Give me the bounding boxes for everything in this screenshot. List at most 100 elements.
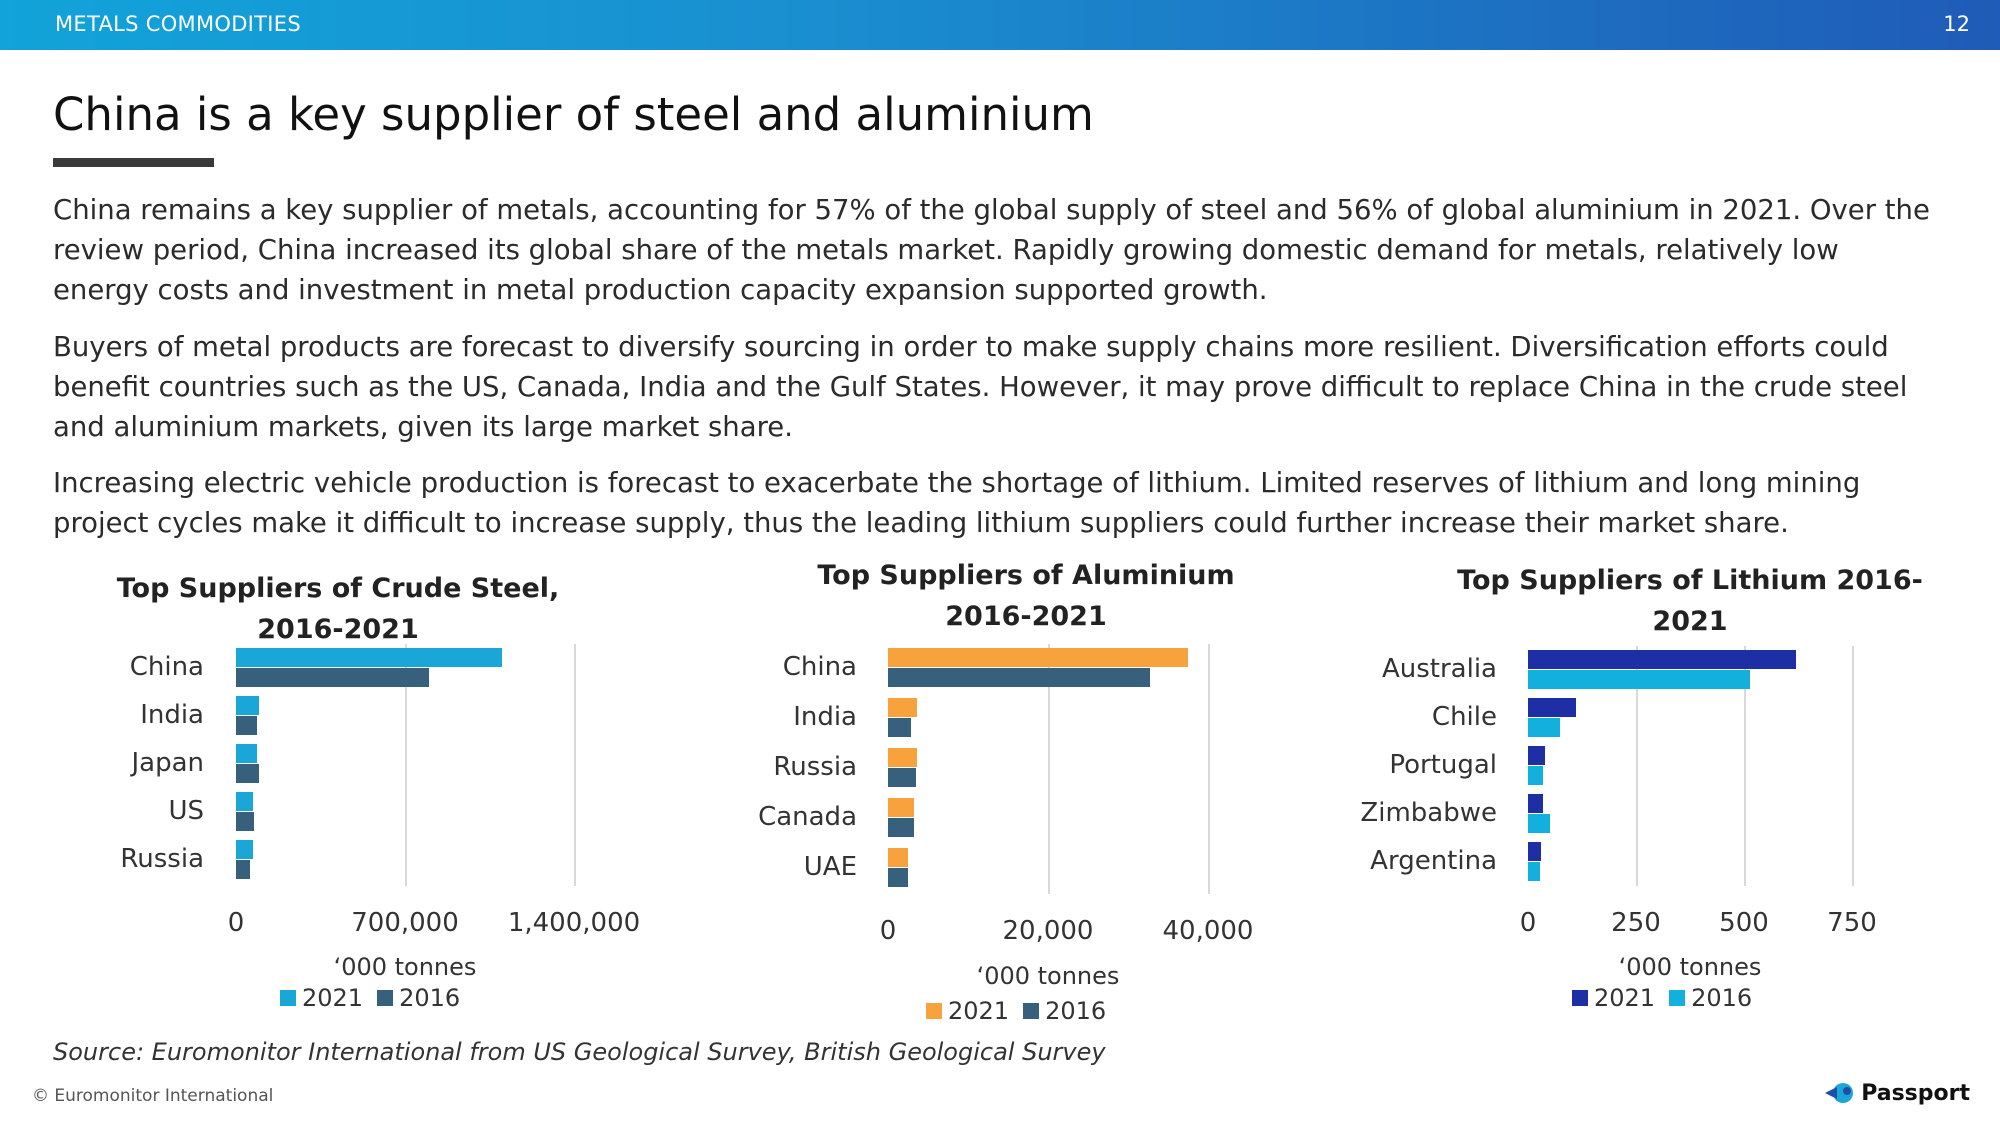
bar-2021: [236, 792, 253, 811]
category-label: China: [129, 652, 204, 682]
bar-2016: [888, 668, 1151, 687]
bar-2021: [888, 848, 908, 867]
gridline: [1744, 646, 1746, 886]
bar-2016: [236, 860, 251, 879]
bar-2021: [888, 748, 917, 767]
category-label: US: [168, 796, 204, 826]
legend-item: 2021: [280, 984, 363, 1012]
chart-title-line: Top Suppliers of Crude Steel,: [116, 573, 560, 604]
bar-2016: [236, 764, 259, 783]
title-underline: [53, 158, 214, 167]
bar-2021: [236, 648, 502, 667]
bar-2021: [1528, 746, 1546, 765]
category-label: China: [782, 652, 857, 682]
bar-2016: [888, 818, 914, 837]
passport-logo: Passport: [1823, 1080, 1970, 1106]
header-bar: METALS COMMODITIES 12: [0, 0, 2000, 50]
bar-2016: [1528, 670, 1751, 689]
bar-2016: [236, 668, 430, 687]
category-label: Russia: [773, 752, 857, 782]
legend: 2021 2016: [1572, 984, 1766, 1012]
x-axis-unit-label: ‘000 tonnes: [976, 962, 1120, 990]
legend-item: 2021: [1572, 984, 1655, 1012]
category-label: Portugal: [1389, 750, 1497, 780]
bar-2021: [236, 840, 253, 859]
bar-2021: [888, 698, 917, 717]
legend-label: 2021: [948, 997, 1010, 1025]
x-axis-unit-label: ‘000 tonnes: [1618, 953, 1762, 981]
bar-2021: [1528, 794, 1544, 813]
legend-swatch: [1669, 990, 1686, 1006]
bar-2016: [1528, 766, 1544, 785]
passport-logo-text: Passport: [1861, 1080, 1970, 1106]
legend-label: 2021: [1594, 984, 1656, 1012]
copyright-text: © Euromonitor International: [32, 1086, 274, 1106]
legend-swatch: [1572, 990, 1588, 1006]
chart-title-line: 2016-2021: [257, 614, 419, 645]
tick-label: 500: [1719, 908, 1769, 938]
legend-swatch: [926, 1003, 942, 1019]
category-label: UAE: [803, 852, 857, 882]
paragraph-1: China remains a key supplier of metals, …: [53, 194, 1930, 306]
passport-logo-icon: [1825, 1083, 1854, 1103]
category-label: Chile: [1431, 702, 1497, 732]
bar-2021: [236, 744, 257, 763]
category-label: Canada: [758, 802, 857, 832]
legend-item: 2016: [1669, 984, 1752, 1012]
bar-2016: [1528, 718, 1561, 737]
legend-label: 2016: [1691, 984, 1753, 1012]
tick-label: 750: [1827, 908, 1877, 938]
bar-2021: [888, 648, 1188, 667]
legend-label: 2021: [302, 984, 364, 1012]
paragraph-2: Buyers of metal products are forecast to…: [53, 331, 1908, 443]
page-number: 12: [1943, 12, 1970, 36]
page-title: China is a key supplier of steel and alu…: [53, 88, 1094, 141]
legend-item: 2021: [926, 997, 1009, 1025]
chart-title-line: 2016-2021: [945, 601, 1107, 632]
chart-title-line: Top Suppliers of Lithium 2016-: [1457, 565, 1923, 596]
gridline: [1048, 644, 1050, 894]
category-label: Zimbabwe: [1360, 798, 1497, 828]
legend: 2021 2016: [280, 984, 474, 1012]
paragraph-3: Increasing electric vehicle production i…: [53, 467, 1861, 539]
bar-2021: [1528, 650, 1796, 669]
category-label: Russia: [120, 844, 204, 874]
chart-title: Top Suppliers of Crude Steel, 2016-2021: [78, 568, 598, 650]
gridline: [574, 644, 576, 886]
category-label: India: [140, 700, 204, 730]
bar-2016: [888, 868, 908, 887]
gridline: [405, 644, 407, 886]
legend: 2021 2016: [926, 997, 1120, 1025]
legend-swatch: [377, 990, 394, 1006]
bar-2016: [1528, 862, 1541, 881]
legend-label: 2016: [1045, 997, 1107, 1025]
bar-2021: [236, 696, 259, 715]
gridline: [1208, 644, 1210, 894]
gridline: [1636, 646, 1638, 886]
bar-2021: [1528, 698, 1576, 717]
tick-label: 1,400,000: [507, 908, 641, 938]
legend-swatch: [1023, 1003, 1040, 1019]
bar-2016: [1528, 814, 1550, 833]
tick-label: 250: [1611, 908, 1661, 938]
section-label: METALS COMMODITIES: [55, 12, 301, 36]
category-label: India: [793, 702, 857, 732]
x-axis-unit-label: ‘000 tonnes: [333, 953, 477, 981]
tick-label: 0: [879, 916, 897, 946]
bar-2016: [888, 718, 912, 737]
legend-label: 2016: [399, 984, 461, 1012]
category-label: Japan: [131, 748, 204, 778]
chart-title: Top Suppliers of Aluminium 2016-2021: [766, 555, 1286, 637]
tick-label: 700,000: [351, 908, 459, 938]
bar-2016: [236, 716, 257, 735]
chart-title-line: 2021: [1652, 606, 1728, 637]
bar-2016: [888, 768, 916, 787]
tick-label: 20,000: [1002, 916, 1094, 946]
category-label: Argentina: [1370, 846, 1497, 876]
source-note: Source: Euromonitor International from U…: [53, 1038, 1106, 1066]
tick-label: 0: [1519, 908, 1537, 938]
category-label: Australia: [1381, 654, 1497, 684]
bar-2016: [236, 812, 255, 831]
chart-title: Top Suppliers of Lithium 2016- 2021: [1430, 560, 1950, 642]
tick-label: 0: [227, 908, 245, 938]
